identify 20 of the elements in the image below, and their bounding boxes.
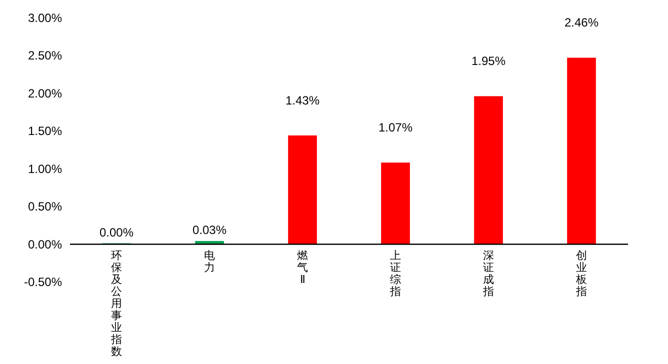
- x-tick-label: 燃气Ⅱ: [296, 250, 308, 286]
- x-tick-label: 创业板指: [576, 250, 588, 298]
- y-tick-label: 1.50%: [28, 124, 62, 138]
- category-label: 环保及公用事业指数: [111, 250, 122, 358]
- data-label: 1.07%: [378, 120, 413, 135]
- x-tick-label: 上证综指: [390, 250, 402, 298]
- y-tick-label: 2.50%: [28, 48, 62, 63]
- x-tick-label: 电力: [204, 250, 216, 274]
- y-tick-label: 1.00%: [28, 162, 62, 176]
- data-label: 0.00%: [99, 225, 134, 240]
- x-tick-label: 深证成指: [482, 250, 494, 298]
- y-tick-label: 2.00%: [28, 86, 62, 100]
- y-tick-label: 0.00%: [28, 237, 62, 252]
- y-tick-label: -0.50%: [24, 275, 62, 289]
- data-label: 0.03%: [192, 223, 227, 238]
- y-tick-label: 3.00%: [28, 11, 62, 25]
- data-label: 1.43%: [285, 93, 320, 108]
- y-tick-label: 0.50%: [28, 200, 62, 214]
- data-label: 2.46%: [564, 16, 599, 30]
- data-label: 1.95%: [471, 54, 506, 68]
